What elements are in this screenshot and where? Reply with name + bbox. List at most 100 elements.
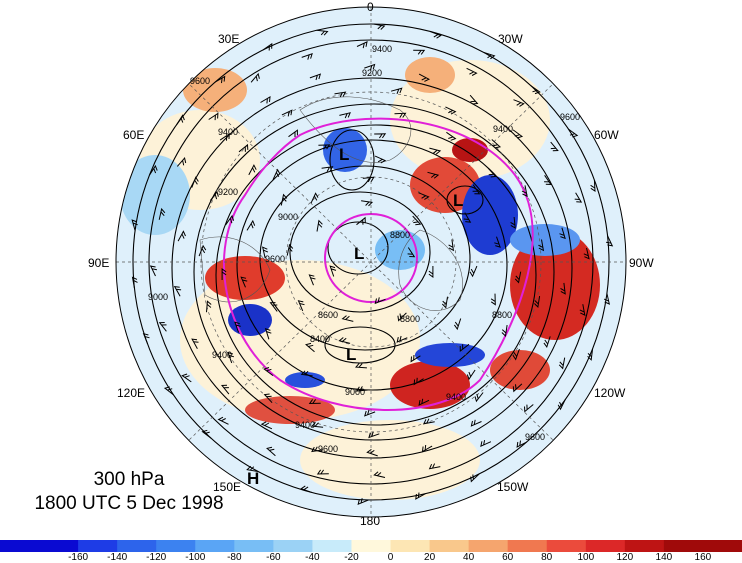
- colorbar-tick-label: -160: [68, 552, 89, 563]
- contour-label: 9400: [212, 350, 232, 360]
- wind-barb: [266, 446, 276, 457]
- level-label: 300 hPa: [93, 469, 165, 490]
- wind-barb: [300, 370, 313, 377]
- wind-barb: [470, 419, 482, 427]
- contour-label: 9600: [560, 112, 580, 122]
- wind-barb: [310, 192, 319, 204]
- contour-label: 8800: [390, 230, 410, 240]
- wind-barb: [428, 266, 434, 278]
- wind-barb: [248, 164, 257, 176]
- wind-barb: [606, 235, 614, 247]
- wind-barb: [281, 109, 293, 117]
- wind-barb: [415, 492, 426, 500]
- colorbar-swatch: [585, 540, 626, 552]
- wind-barb: [227, 351, 235, 364]
- shade-red-center: [390, 361, 470, 409]
- wind-barb: [305, 342, 315, 353]
- wind-barb: [445, 106, 457, 115]
- shade-blue-center: [415, 343, 485, 367]
- wind-barb: [356, 41, 368, 49]
- contour-label: 9600: [265, 254, 285, 264]
- wind-barb: [390, 87, 403, 94]
- wind-barb: [590, 180, 596, 192]
- wind-barb: [364, 63, 376, 71]
- colorbar-tick-label: 0: [387, 552, 394, 563]
- wind-barb: [149, 265, 157, 277]
- wind-barb: [206, 300, 212, 313]
- wind-barb: [459, 343, 470, 353]
- wind-barb: [356, 216, 366, 226]
- wind-barb: [246, 465, 259, 472]
- wind-barb: [574, 192, 583, 203]
- wind-barb: [263, 367, 274, 376]
- wind-barb: [550, 141, 559, 152]
- wind-barbs: [131, 23, 614, 506]
- colorbar-swatch: [312, 540, 352, 552]
- wind-barb: [221, 268, 227, 280]
- wind-barb: [544, 175, 552, 185]
- longitude-label-90w: 90W: [629, 256, 654, 270]
- map-disk-border: [115, 6, 627, 518]
- colorbar-tick-label: -20: [344, 552, 359, 563]
- wind-barb: [413, 49, 426, 55]
- wind-barb: [316, 469, 329, 475]
- colorbar-swatch: [624, 540, 665, 552]
- colorbar-swatches: [0, 540, 742, 552]
- contour-label: 9000: [278, 212, 298, 222]
- wind-barb: [311, 446, 323, 453]
- contour-labels: 9400 9200 9600 9400 9600 9200 9000 9400 …: [148, 44, 580, 454]
- wind-barb: [301, 53, 313, 60]
- wind-barb: [514, 271, 522, 284]
- wind-barb: [413, 377, 424, 386]
- wind-barb: [490, 293, 496, 306]
- colorbar-swatch: [468, 540, 509, 552]
- contour-label: 8800: [492, 310, 512, 320]
- wind-barb: [362, 176, 375, 183]
- wind-barb: [407, 247, 416, 258]
- colorbar-tick-label: 40: [463, 552, 475, 563]
- wind-barb: [176, 114, 185, 125]
- wind-barb: [510, 216, 516, 229]
- contour-label: 9000: [148, 292, 168, 302]
- colorbar-swatch: [507, 540, 548, 552]
- wind-barb: [191, 176, 199, 188]
- wind-barb: [246, 219, 256, 231]
- wind-barb: [466, 67, 478, 76]
- longitude-label-120e: 120E: [117, 386, 146, 400]
- wind-barb: [361, 200, 374, 207]
- contour-label: 8400: [310, 334, 330, 344]
- wind-barb: [512, 129, 524, 139]
- colorbar-tick-label: 20: [424, 552, 436, 563]
- wind-barb: [263, 393, 273, 404]
- wind-barb: [396, 335, 408, 343]
- shade-red-center: [452, 138, 488, 162]
- wind-barb: [374, 155, 387, 164]
- pressure-centers: L L L L H: [247, 145, 463, 488]
- contour-label: 9400: [218, 127, 238, 137]
- wind-barb: [260, 95, 271, 104]
- wind-barb: [148, 164, 158, 176]
- wind-barb: [220, 384, 230, 395]
- shaded-field-layer: [120, 57, 600, 500]
- wind-barb: [368, 431, 380, 439]
- wind-barb: [373, 23, 386, 30]
- contour-label: 8800: [400, 314, 420, 324]
- wind-barb: [441, 296, 448, 309]
- coastlines: [199, 96, 463, 311]
- contour-label: 9600: [190, 76, 210, 86]
- wind-barb: [297, 300, 305, 312]
- wind-barb: [198, 244, 207, 257]
- colorbar-swatch: [195, 540, 235, 552]
- wind-barb: [587, 348, 594, 361]
- longitude-label-60w: 60W: [594, 128, 619, 142]
- colorbar-tick-label: -80: [227, 552, 242, 563]
- wind-barb: [329, 265, 337, 277]
- high-center-marker: H: [247, 469, 259, 488]
- wind-barb: [357, 498, 369, 506]
- low-center-marker: L: [453, 191, 463, 210]
- wind-barb: [163, 386, 175, 396]
- longitude-label-30w: 30W: [498, 32, 523, 46]
- shade-red-center: [510, 230, 600, 340]
- colorbar-swatch: [390, 540, 431, 552]
- wind-barb: [176, 157, 187, 167]
